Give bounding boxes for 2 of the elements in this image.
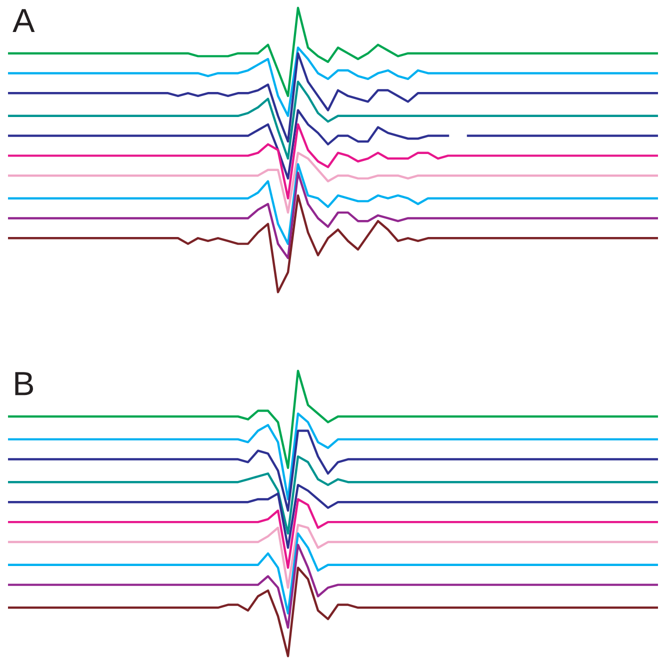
chart-title: B — [15, 372, 34, 396]
chart-title: A — [12, 9, 35, 32]
